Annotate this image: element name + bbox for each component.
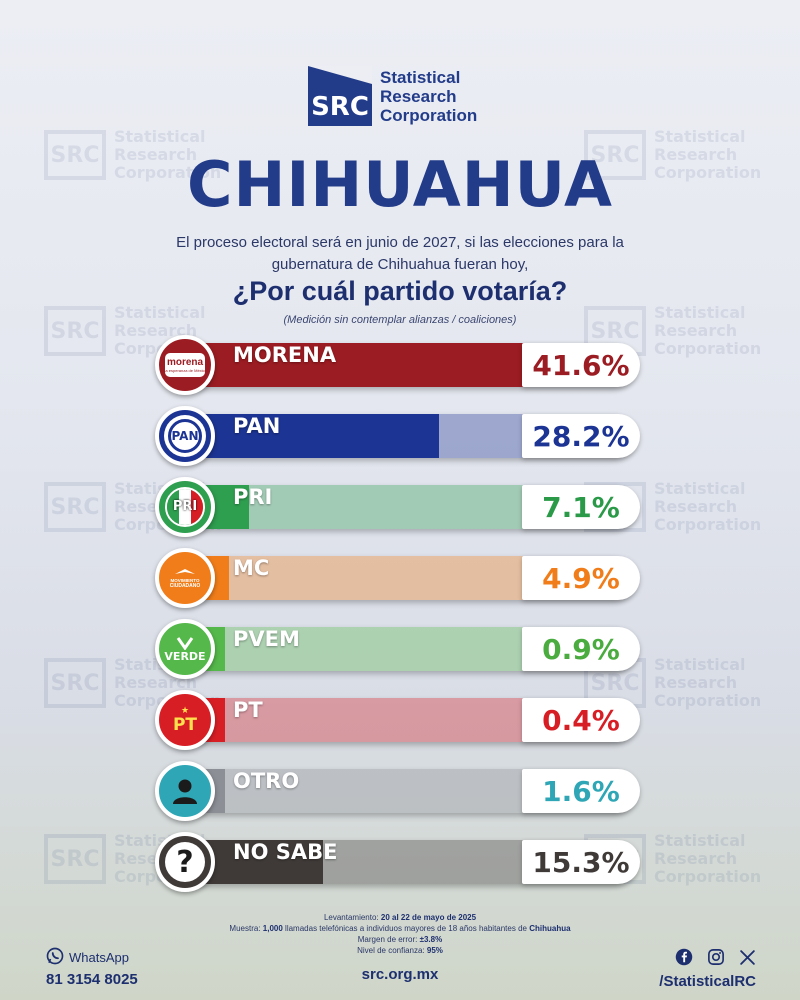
brand-name-line3: Corporation bbox=[380, 105, 478, 125]
bar-label: PT bbox=[233, 698, 263, 722]
intro-text: El proceso electoral será en junio de 20… bbox=[100, 232, 700, 276]
whatsapp-number: 81 3154 8025 bbox=[46, 971, 138, 988]
page-title: CHIHUAHUA bbox=[186, 148, 614, 221]
intro-line1: El proceso electoral será en junio de 20… bbox=[176, 234, 624, 251]
brand-name-line2: Research bbox=[380, 86, 457, 106]
bar-row-pri: PRI 7.1% PRI bbox=[155, 477, 640, 537]
whatsapp-contact[interactable]: WhatsApp 81 3154 8025 bbox=[46, 947, 138, 988]
survey-sample: Muestra: 1,000 llamadas telefónicas a in… bbox=[229, 924, 571, 933]
pt-logo-text: PT bbox=[172, 714, 198, 735]
logo-mark: SRC bbox=[308, 66, 372, 126]
morena-badge-icon: morena La esperanza de México bbox=[155, 335, 215, 395]
pvem-logo-text: VERDE bbox=[164, 649, 206, 663]
pt-badge-icon: ★ PT bbox=[155, 690, 215, 750]
methodology-note: (Medición sin contemplar alianzas / coal… bbox=[283, 314, 517, 326]
bar-value-label: 7.1% bbox=[522, 485, 640, 529]
pan-logo-text: PAN bbox=[171, 429, 199, 443]
bar-label: NO SABE bbox=[233, 840, 338, 864]
bar-label: MORENA bbox=[233, 343, 337, 367]
margin-of-error: Margen de error: ±3.8% bbox=[357, 935, 443, 944]
bar-row-mc: MC 4.9% MOVIMIENTO CIUDADANO bbox=[155, 548, 640, 608]
bar-row-morena: MORENA 41.6% morena La esperanza de México bbox=[155, 335, 640, 395]
whatsapp-icon bbox=[46, 947, 64, 968]
bar-label: PAN bbox=[233, 414, 281, 438]
x-icon[interactable] bbox=[739, 949, 756, 970]
mc-logo-line2: CIUDADANO bbox=[169, 582, 201, 589]
social-handle[interactable]: /StatisticalRC bbox=[659, 973, 756, 990]
bar-value-label: 15.3% bbox=[522, 840, 640, 884]
bar-label: PVEM bbox=[233, 627, 300, 651]
pri-badge-icon: PRI bbox=[155, 477, 215, 537]
bar-row-pan: PAN 28.2% PAN bbox=[155, 406, 640, 466]
otro-badge-icon bbox=[155, 761, 215, 821]
morena-logo-tagline: La esperanza de México bbox=[163, 368, 207, 373]
survey-question: ¿Por cuál partido votaría? bbox=[232, 276, 568, 306]
pri-logo-text: PRI bbox=[172, 499, 198, 514]
mc-badge-icon: MOVIMIENTO CIUDADANO bbox=[155, 548, 215, 608]
instagram-icon[interactable] bbox=[707, 948, 725, 970]
whatsapp-label: WhatsApp bbox=[69, 950, 129, 965]
nosabe-badge-icon: ? bbox=[155, 832, 215, 892]
person-icon bbox=[173, 779, 197, 804]
mc-logo-line1: MOVIMIENTO bbox=[170, 577, 200, 583]
survey-metadata: Levantamiento: 20 al 22 de mayo de 2025 … bbox=[0, 912, 800, 956]
question-mark-icon: ? bbox=[176, 844, 194, 880]
social-links: /StatisticalRC bbox=[659, 948, 756, 990]
brand-name-line1: Statistical bbox=[380, 67, 461, 87]
bar-row-pt: PT 0.4% ★ PT bbox=[155, 690, 640, 750]
bar bbox=[185, 414, 439, 458]
bar-label: OTRO bbox=[233, 769, 300, 793]
bar-value-label: 0.4% bbox=[522, 698, 640, 742]
morena-logo-text: morena bbox=[166, 357, 204, 368]
bar-value-label: 41.6% bbox=[522, 343, 640, 387]
survey-dates: Levantamiento: 20 al 22 de mayo de 2025 bbox=[323, 913, 477, 922]
facebook-icon[interactable] bbox=[675, 948, 693, 970]
brand-name: Statistical Research Corporation bbox=[380, 68, 477, 125]
bar-row-otro: OTRO 1.6% bbox=[155, 761, 640, 821]
bar-row-pvem: PVEM 0.9% VERDE bbox=[155, 619, 640, 679]
bar-row-nosabe: NO SABE 15.3%? bbox=[155, 832, 640, 892]
intro-line2: gubernatura de Chihuahua fueran hoy, bbox=[271, 256, 529, 273]
bar bbox=[185, 343, 560, 387]
confidence-level: Nivel de confianza: 95% bbox=[357, 946, 443, 955]
bar-label: MC bbox=[233, 556, 270, 580]
bar-value-label: 0.9% bbox=[522, 627, 640, 671]
bar-label: PRI bbox=[233, 485, 273, 509]
bar-value-label: 4.9% bbox=[522, 556, 640, 600]
brand-logo: SRC Statistical Research Corporation bbox=[308, 66, 477, 126]
pvem-badge-icon: VERDE bbox=[155, 619, 215, 679]
website-link[interactable]: src.org.mx bbox=[361, 966, 439, 983]
bar-value-label: 1.6% bbox=[522, 769, 640, 813]
bar-value-label: 28.2% bbox=[522, 414, 640, 458]
pan-badge-icon: PAN bbox=[155, 406, 215, 466]
